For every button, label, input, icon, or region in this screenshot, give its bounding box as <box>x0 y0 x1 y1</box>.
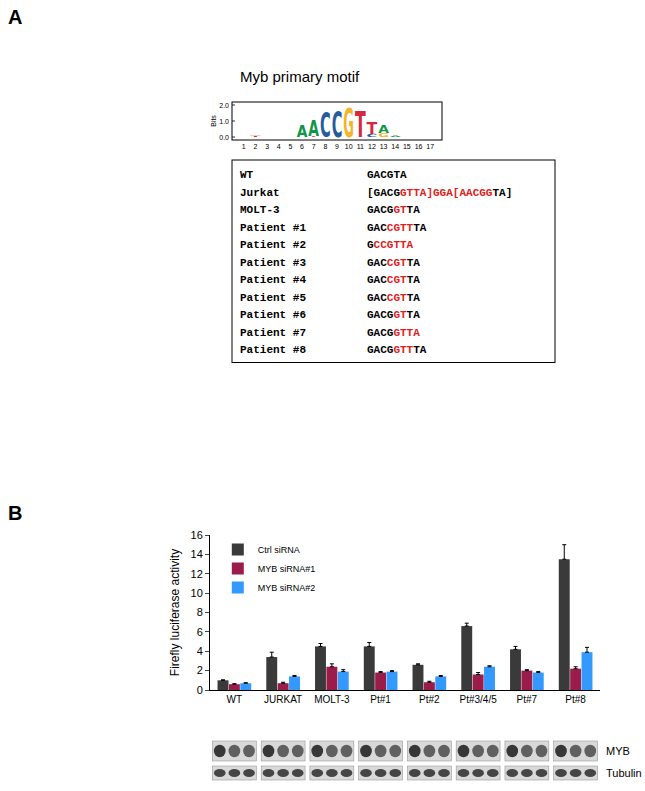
svg-text:[GACGGTTA]GGA[AACGGTA]: [GACGGTTA]GGA[AACGGTA] <box>367 187 512 199</box>
svg-text:G: G <box>378 132 387 139</box>
svg-text:B: B <box>8 502 22 524</box>
svg-text:C: C <box>320 106 331 145</box>
svg-text:0: 0 <box>197 684 203 696</box>
svg-text:4: 4 <box>197 645 203 657</box>
svg-text:WT: WT <box>227 694 243 705</box>
svg-text:16: 16 <box>415 143 423 150</box>
svg-text:JURKAT: JURKAT <box>264 694 302 705</box>
svg-text:Firefly luciferase activity: Firefly luciferase activity <box>168 549 182 676</box>
svg-text:GACCGTTA: GACCGTTA <box>367 292 420 304</box>
svg-text:17: 17 <box>426 143 434 150</box>
svg-text:8: 8 <box>197 606 203 618</box>
svg-text:MOLT-3: MOLT-3 <box>314 694 350 705</box>
svg-text:2.0: 2.0 <box>219 102 229 109</box>
svg-text:11: 11 <box>356 143 364 150</box>
svg-text:GACGTA: GACGTA <box>367 169 407 181</box>
svg-text:T: T <box>250 135 261 137</box>
svg-text:Pt#8: Pt#8 <box>565 694 586 705</box>
svg-text:16: 16 <box>191 529 203 541</box>
svg-text:Patient #1: Patient #1 <box>240 222 306 234</box>
svg-text:GCCGTTA: GCCGTTA <box>367 239 414 251</box>
svg-text:GACGGTTA: GACGGTTA <box>367 327 420 339</box>
svg-text:MYB siRNA#1: MYB siRNA#1 <box>258 564 316 574</box>
svg-text:9: 9 <box>335 143 339 150</box>
svg-text:Myb primary motif: Myb primary motif <box>240 68 360 85</box>
svg-text:1.0: 1.0 <box>219 118 229 125</box>
svg-text:WT: WT <box>240 169 254 181</box>
svg-text:12: 12 <box>191 568 203 580</box>
svg-text:GACCGTTTA: GACCGTTTA <box>367 222 427 234</box>
svg-text:MYB siRNA#2: MYB siRNA#2 <box>258 583 316 593</box>
svg-text:G: G <box>343 100 354 147</box>
svg-text:T: T <box>367 118 379 137</box>
svg-text:GACCGTTA: GACCGTTA <box>367 257 420 269</box>
svg-text:Ctrl siRNA: Ctrl siRNA <box>258 545 300 555</box>
svg-text:Jurkat: Jurkat <box>240 187 280 199</box>
svg-text:A: A <box>378 124 389 135</box>
svg-text:Patient #3: Patient #3 <box>240 257 306 269</box>
svg-text:GACGGTTTA: GACGGTTTA <box>367 344 427 356</box>
svg-text:8: 8 <box>323 143 328 150</box>
svg-text:A: A <box>308 117 319 141</box>
svg-text:15: 15 <box>403 143 411 150</box>
svg-text:GACGGTTA: GACGGTTA <box>367 204 420 216</box>
svg-text:GACGGTTA: GACGGTTA <box>367 309 420 321</box>
svg-text:MYB: MYB <box>606 745 630 757</box>
svg-text:Patient #2: Patient #2 <box>240 239 306 251</box>
svg-text:GACCGTTA: GACCGTTA <box>367 274 420 286</box>
svg-text:2: 2 <box>197 664 203 676</box>
svg-text:3: 3 <box>265 143 269 150</box>
svg-text:Patient #4: Patient #4 <box>240 274 306 286</box>
svg-text:7: 7 <box>312 143 316 150</box>
svg-text:5: 5 <box>288 143 292 150</box>
svg-text:Patient #5: Patient #5 <box>240 292 306 304</box>
svg-text:MOLT-3: MOLT-3 <box>240 204 280 216</box>
svg-text:Tubulin: Tubulin <box>606 767 642 779</box>
svg-text:Patient #8: Patient #8 <box>240 344 306 356</box>
svg-text:1: 1 <box>242 143 246 150</box>
svg-text:6: 6 <box>300 143 304 150</box>
svg-text:C: C <box>332 104 343 145</box>
svg-text:10: 10 <box>191 587 203 599</box>
svg-text:T: T <box>355 104 366 145</box>
svg-text:A: A <box>297 123 308 141</box>
svg-text:14: 14 <box>191 548 203 560</box>
svg-text:Pt#3/4/5: Pt#3/4/5 <box>459 694 497 705</box>
svg-text:2: 2 <box>254 143 258 150</box>
svg-text:Pt#2: Pt#2 <box>419 694 440 705</box>
svg-text:6: 6 <box>197 626 203 638</box>
svg-text:0.0: 0.0 <box>219 134 229 141</box>
svg-text:Patient #7: Patient #7 <box>240 327 306 339</box>
svg-text:4: 4 <box>277 143 281 150</box>
svg-text:14: 14 <box>391 143 399 150</box>
svg-text:Bits: Bits <box>210 115 217 127</box>
svg-text:Patient #6: Patient #6 <box>240 309 306 321</box>
svg-text:A: A <box>8 6 22 28</box>
svg-text:Pt#1: Pt#1 <box>370 694 391 705</box>
svg-text:12: 12 <box>368 143 376 150</box>
svg-text:A: A <box>390 135 401 138</box>
svg-text:13: 13 <box>380 143 388 150</box>
svg-text:Pt#7: Pt#7 <box>517 694 538 705</box>
